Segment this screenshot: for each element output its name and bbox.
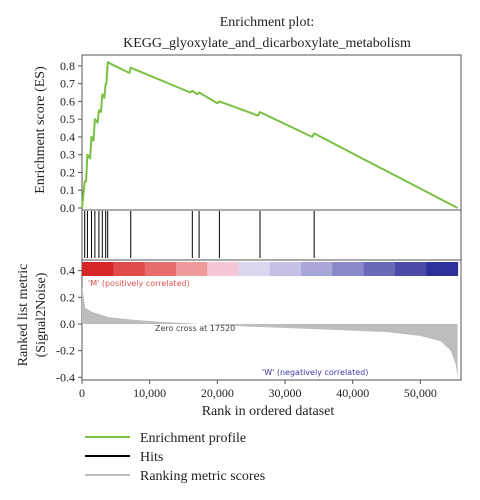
x-tick-label: 50,000 <box>404 386 437 400</box>
color-bar-segment <box>395 262 427 276</box>
bottom-y-ticks: 0.4 0.2 0.0 -0.2 -0.4 <box>56 264 82 384</box>
top-y-tick-label: 0.0 <box>60 201 75 215</box>
chart-title: Enrichment plot: <box>220 15 314 30</box>
color-bar-segment <box>82 262 114 276</box>
color-bar <box>82 262 459 276</box>
hits-lines <box>84 211 315 258</box>
enrichment-profile-line <box>81 61 459 209</box>
top-y-tick-label: 0.8 <box>60 59 75 73</box>
top-y-ticks: 0.0 0.1 0.2 0.3 0.4 0.5 0.6 0.7 0.8 <box>60 59 82 215</box>
color-bar-segment <box>301 262 333 276</box>
top-y-tick-label: 0.3 <box>60 148 75 162</box>
bottom-y-tick-label: -0.2 <box>56 344 75 358</box>
color-bar-segment <box>207 262 240 276</box>
x-tick-label: 40,000 <box>336 386 369 400</box>
color-bar-segment <box>113 262 146 276</box>
hits-panel-frame <box>81 209 462 261</box>
top-y-tick-label: 0.1 <box>60 183 75 197</box>
top-y-tick-label: 0.5 <box>60 112 75 126</box>
positive-correlation-annotation: 'M' (positively correlated) <box>88 279 190 288</box>
legend-label-ranking-metric: Ranking metric scores <box>140 469 265 484</box>
x-ticks: 0 10,000 20,000 30,000 40,000 50,000 <box>79 380 437 400</box>
color-bar-segment <box>175 262 208 276</box>
bottom-panel-frame <box>81 259 462 381</box>
top-y-tick-label: 0.7 <box>60 77 75 91</box>
bottom-y-tick-label: -0.4 <box>56 370 75 384</box>
color-bar-segment <box>144 262 177 276</box>
bottom-y-tick-label: 0.2 <box>60 290 75 304</box>
legend-label-hits: Hits <box>140 450 163 465</box>
ranking-metric-bars <box>82 286 458 378</box>
x-axis-label: Rank in ordered dataset <box>202 404 335 419</box>
zero-cross-annotation: Zero cross at 17520 <box>155 324 235 333</box>
x-tick-label: 10,000 <box>133 386 166 400</box>
bottom-y-axis-label: Ranked list metric <box>16 264 31 367</box>
x-tick-label: 20,000 <box>201 386 234 400</box>
top-y-axis-label: Enrichment score (ES) <box>33 66 48 194</box>
color-bar-segment <box>426 262 459 276</box>
color-bar-segment <box>238 262 271 276</box>
top-y-tick-label: 0.4 <box>60 130 75 144</box>
bottom-y-tick-label: 0.0 <box>60 317 75 331</box>
ranking-metric-area <box>82 286 458 378</box>
color-bar-segment <box>269 262 302 276</box>
legend: Enrichment profile Hits Ranking metric s… <box>85 431 265 484</box>
x-tick-label: 0 <box>79 386 85 400</box>
top-y-tick-label: 0.2 <box>60 165 75 179</box>
negative-correlation-annotation: 'W' (negatively correlated) <box>262 368 368 377</box>
top-panel-frame <box>81 54 462 211</box>
bottom-y-axis-label-2: (Signal2Noise) <box>34 272 49 357</box>
color-bar-segment <box>332 262 365 276</box>
top-y-tick-label: 0.6 <box>60 94 75 108</box>
x-tick-label: 30,000 <box>269 386 302 400</box>
legend-label-enrichment-profile: Enrichment profile <box>140 431 246 446</box>
bottom-y-tick-label: 0.4 <box>60 264 75 278</box>
chart-subtitle: KEGG_glyoxylate_and_dicarboxylate_metabo… <box>123 36 411 51</box>
color-bar-segment <box>363 262 396 276</box>
enrichment-profile-line-group <box>81 61 459 209</box>
